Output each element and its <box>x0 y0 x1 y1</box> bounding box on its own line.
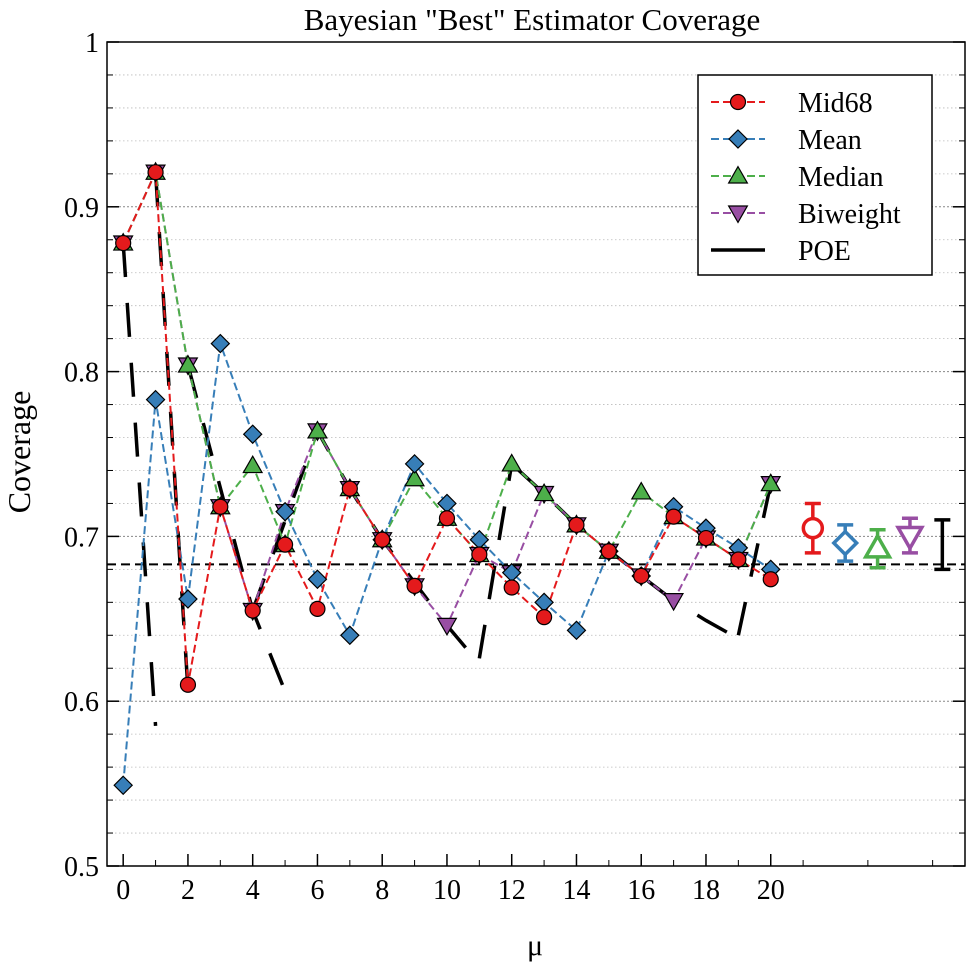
legend: Mid68 Mean Median Biweight POE <box>697 74 933 276</box>
median-point <box>307 420 328 439</box>
summary-mean-marker <box>831 529 860 557</box>
legend-marker <box>729 93 747 111</box>
mid68-point <box>341 480 358 497</box>
median-point <box>630 481 652 500</box>
mid68-point <box>568 516 585 533</box>
poe-layer <box>121 172 773 727</box>
legend-label: Biweight <box>798 199 901 230</box>
legend-marker <box>728 129 748 149</box>
median-point <box>533 482 555 502</box>
mean-point <box>566 620 587 641</box>
x-tick-label: 2 <box>181 875 195 906</box>
mid68-point <box>115 234 132 252</box>
poe-line <box>736 483 773 636</box>
biweight-point <box>663 593 685 612</box>
mid68-point <box>471 546 488 563</box>
mean-point <box>178 589 198 609</box>
y-tick-label: 0.7 <box>64 522 99 553</box>
x-tick-label: 10 <box>433 875 461 906</box>
x-axis-label: μ <box>527 929 543 962</box>
poe-line <box>477 463 514 659</box>
mid68-point <box>179 676 197 693</box>
mid68-point <box>406 577 423 594</box>
x-tick-label: 8 <box>375 875 389 906</box>
mid68-point <box>438 510 456 527</box>
median-point <box>760 473 782 492</box>
series-line-mid68 <box>122 171 772 685</box>
legend-label: Median <box>798 162 884 193</box>
x-tick-label: 0 <box>116 875 130 906</box>
plot-frame <box>106 41 966 867</box>
mid68-point <box>374 531 391 548</box>
series-layer <box>112 161 782 796</box>
mid68-point <box>600 543 617 560</box>
summary-mid68-marker <box>801 516 825 540</box>
series-line-biweight <box>122 168 772 628</box>
median-point <box>177 354 199 373</box>
mean-point <box>145 389 166 410</box>
mid68-point <box>535 609 553 626</box>
mean-point <box>210 333 231 354</box>
series-line-mean <box>122 343 772 786</box>
x-tick-label: 4 <box>246 875 260 906</box>
series-line-median <box>122 168 772 561</box>
mean-point <box>242 424 263 445</box>
poe-line <box>510 462 740 641</box>
mid68-point <box>730 551 747 568</box>
legend-label: Mean <box>798 125 862 156</box>
mean-point <box>113 775 134 796</box>
y-tick-label: 0.8 <box>64 358 99 389</box>
y-axis-label: Coverage <box>1 391 37 514</box>
mid68-point <box>633 567 650 585</box>
y-tick-label: 1 <box>85 28 99 59</box>
legend-marker <box>727 165 749 184</box>
y-tick-label: 0.9 <box>64 193 99 224</box>
y-tick-label: 0.6 <box>64 687 99 718</box>
x-tick-label: 12 <box>498 875 526 906</box>
x-tick-label: 20 <box>757 875 785 906</box>
mid68-point <box>276 536 294 553</box>
x-tick-label: 18 <box>692 875 720 906</box>
summary-median-marker <box>862 532 893 559</box>
mean-point <box>404 454 425 474</box>
mean-point <box>307 569 328 590</box>
median-point <box>404 468 425 487</box>
grid-layer <box>107 74 965 834</box>
mid68-point <box>697 529 715 547</box>
mid68-point <box>665 508 682 525</box>
mean-point <box>339 625 360 646</box>
legend-label: Mid68 <box>798 88 873 119</box>
biweight-point <box>436 617 458 636</box>
mid68-point <box>212 498 229 515</box>
mid68-point <box>762 571 779 588</box>
tick-layer: 0.50.60.70.80.910 2 4 6 8 10 12 14 16 18 20 <box>64 28 965 906</box>
mid68-point <box>244 602 261 619</box>
x-tick-label: 6 <box>310 875 324 906</box>
poe-line <box>121 242 158 727</box>
summary-biweight-marker <box>895 525 925 552</box>
mid68-point <box>503 579 520 596</box>
legend-marker <box>727 205 749 224</box>
poe-line <box>186 364 287 692</box>
x-tick-label: 14 <box>562 875 590 906</box>
x-tick-label: 16 <box>627 875 655 906</box>
legend-label: POE <box>798 236 851 267</box>
mid68-point <box>147 164 164 181</box>
chart-title: Bayesian "Best" Estimator Coverage <box>304 2 761 37</box>
y-tick-label: 0.5 <box>64 852 99 883</box>
mean-point <box>275 501 295 522</box>
median-point <box>501 453 523 472</box>
mid68-point <box>309 600 326 618</box>
summary-layer <box>801 501 951 572</box>
median-point <box>242 454 264 474</box>
